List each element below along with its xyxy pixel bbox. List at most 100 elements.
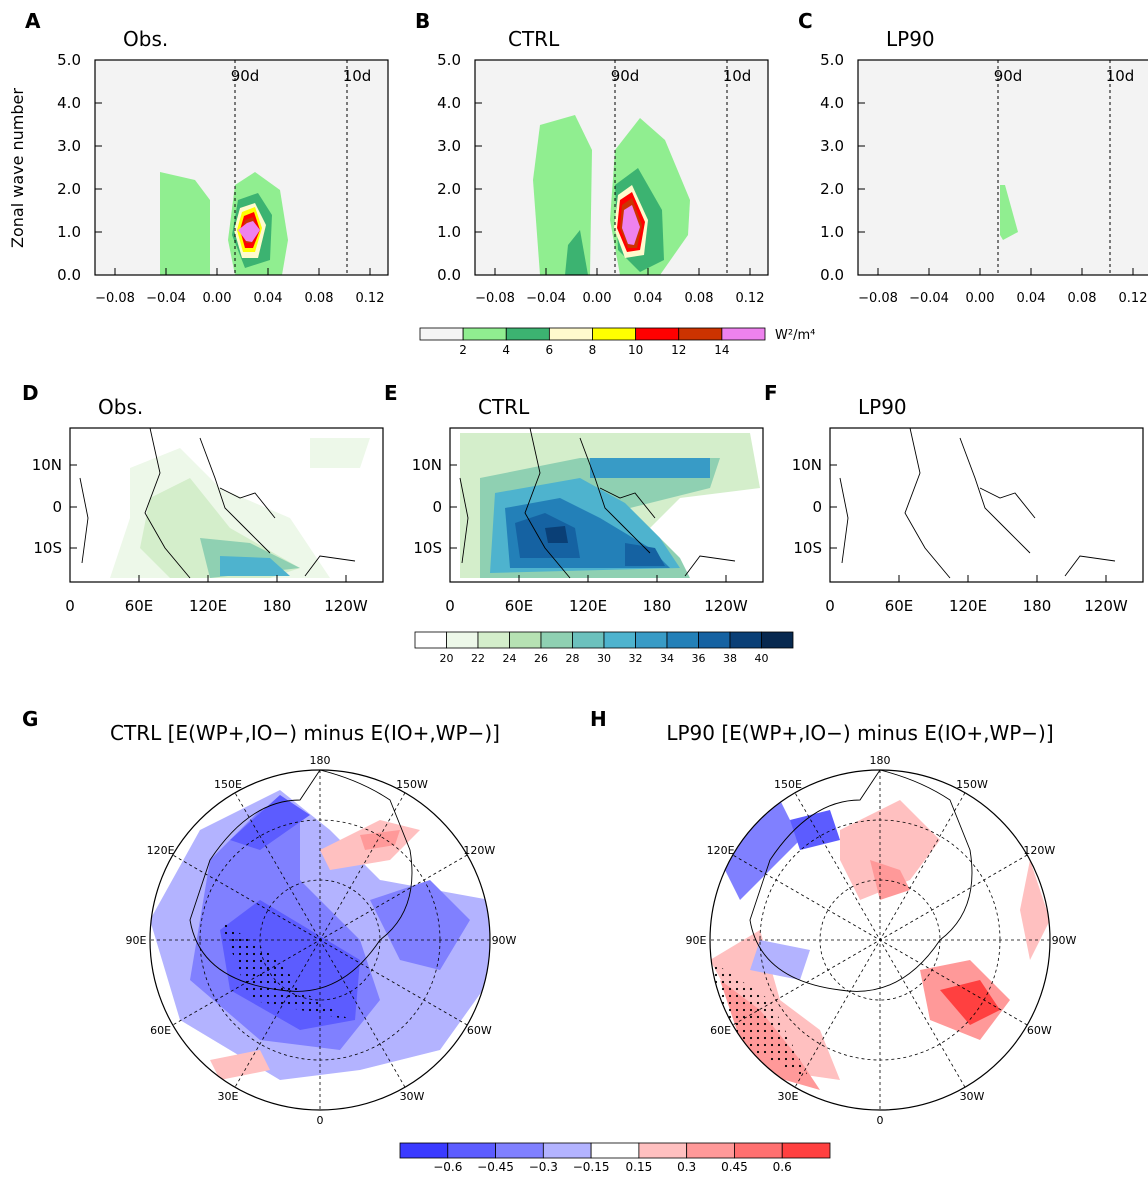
panel-letter: D [22,381,39,405]
x-tick-label: 0 [825,597,835,615]
panel-title: CTRL [478,395,530,419]
polar-label: 150W [396,778,428,791]
panel-title: Obs. [98,395,143,419]
x-tick-label: 60E [885,597,914,615]
colorbar-box [414,631,447,649]
y-tick-label: 2.0 [57,180,81,198]
x-tick-label: 180 [643,597,672,615]
plot-frame [449,427,764,583]
colorbar-box [678,327,723,341]
colorbar-box [592,327,637,341]
contour [790,810,840,850]
y-tick-label: 1.0 [57,223,81,241]
y-tick-label: 1.0 [437,223,461,241]
x-tick-label: 0.00 [966,291,995,306]
x-tick-label: 0.04 [1017,291,1046,306]
colorbar-box [721,327,766,341]
y-tick-label: 1.0 [820,223,844,241]
colorbar-box [698,631,731,649]
colorbar-label: 30 [597,652,611,665]
colorbar-box [419,327,464,341]
colorbar-box [590,1142,640,1159]
plot-area [858,60,1148,275]
colorbar-label: −0.15 [573,1160,610,1174]
plot-frame [69,427,384,583]
colorbar-label: 20 [440,652,454,665]
colorbar-box [572,631,605,649]
panel-letter: E [384,381,398,405]
contour [1000,185,1018,240]
polar-label: 120W [1023,844,1055,857]
contour [160,172,210,275]
y-tick-label: 10S [793,539,822,557]
colorbar-box [734,1142,783,1159]
polar-label: 150E [774,778,802,791]
plot-frame [149,769,491,1111]
colorbar-label: 24 [503,652,517,665]
colorbar-label: 12 [671,343,686,357]
colorbar-label: −0.3 [529,1160,558,1174]
x-tick-label: 0.08 [685,291,714,306]
contour [220,556,290,576]
contour [230,795,310,850]
contour [750,940,810,980]
y-tick-label: 0 [812,498,822,516]
polar-label: 90E [686,934,707,947]
colorbar-label: −0.6 [433,1160,462,1174]
contour [370,880,470,970]
x-tick-label: 180 [263,597,292,615]
x-tick-label: 120W [1084,597,1128,615]
polar-label: 60W [467,1024,492,1037]
x-tick-label: 0.12 [736,291,765,306]
colorbar-box [477,631,510,649]
contours [533,115,690,275]
colorbar-box [635,631,668,649]
colorbar-label: 40 [755,652,769,665]
panel-letter: B [415,9,430,33]
colorbar-box [399,1142,449,1159]
x-tick-label: 0 [445,597,455,615]
panel-title: CTRL [E(WP+,IO−) minus E(IO+,WP−)] [110,721,500,745]
polar-label: 150E [214,778,242,791]
colorbar-label: 10 [628,343,643,357]
contour [545,526,568,543]
colorbar-box [548,327,593,341]
stipple [220,920,350,1020]
x-tick-label: −0.08 [858,291,898,306]
colorbar-box [447,1142,496,1159]
y-tick-label: 10S [413,539,442,557]
polar-label: 180 [870,754,891,767]
colorbar-box [446,631,479,649]
contours [450,428,763,582]
polar-label: 0 [877,1114,884,1127]
y-tick-label: 5.0 [57,51,81,69]
contours [160,172,288,275]
polar-label: 60W [1027,1024,1052,1037]
plot-frame [857,59,1148,276]
x-tick-label: 120W [704,597,748,615]
period-label: 10d [723,67,752,85]
polar-label: 0 [317,1114,324,1127]
colorbar-box [761,631,794,649]
y-tick-label: 3.0 [820,137,844,155]
colorbar-label: 36 [692,652,706,665]
x-tick-label: 0.04 [634,291,663,306]
panel-letter: A [25,9,41,33]
y-tick-label: 0.0 [820,266,844,284]
y-tick-label: 10N [412,456,442,474]
contour [940,980,1000,1025]
polar-label: 30E [218,1090,239,1103]
panel-title: Obs. [123,27,168,51]
colorbar-box [505,327,550,341]
colorbar-unit: W²/m⁴ [775,328,815,343]
panel-title: CTRL [508,27,560,51]
y-tick-label: 2.0 [437,180,461,198]
y-axis-label: Zonal wave number [8,88,27,248]
colorbar-box [509,631,542,649]
polar-label: 120W [463,844,495,857]
x-tick-label: −0.04 [146,291,186,306]
colorbar-label: 0.15 [626,1160,653,1174]
x-tick-label: −0.04 [526,291,566,306]
y-tick-label: 10N [32,456,62,474]
colorbar-label: −0.45 [477,1160,514,1174]
